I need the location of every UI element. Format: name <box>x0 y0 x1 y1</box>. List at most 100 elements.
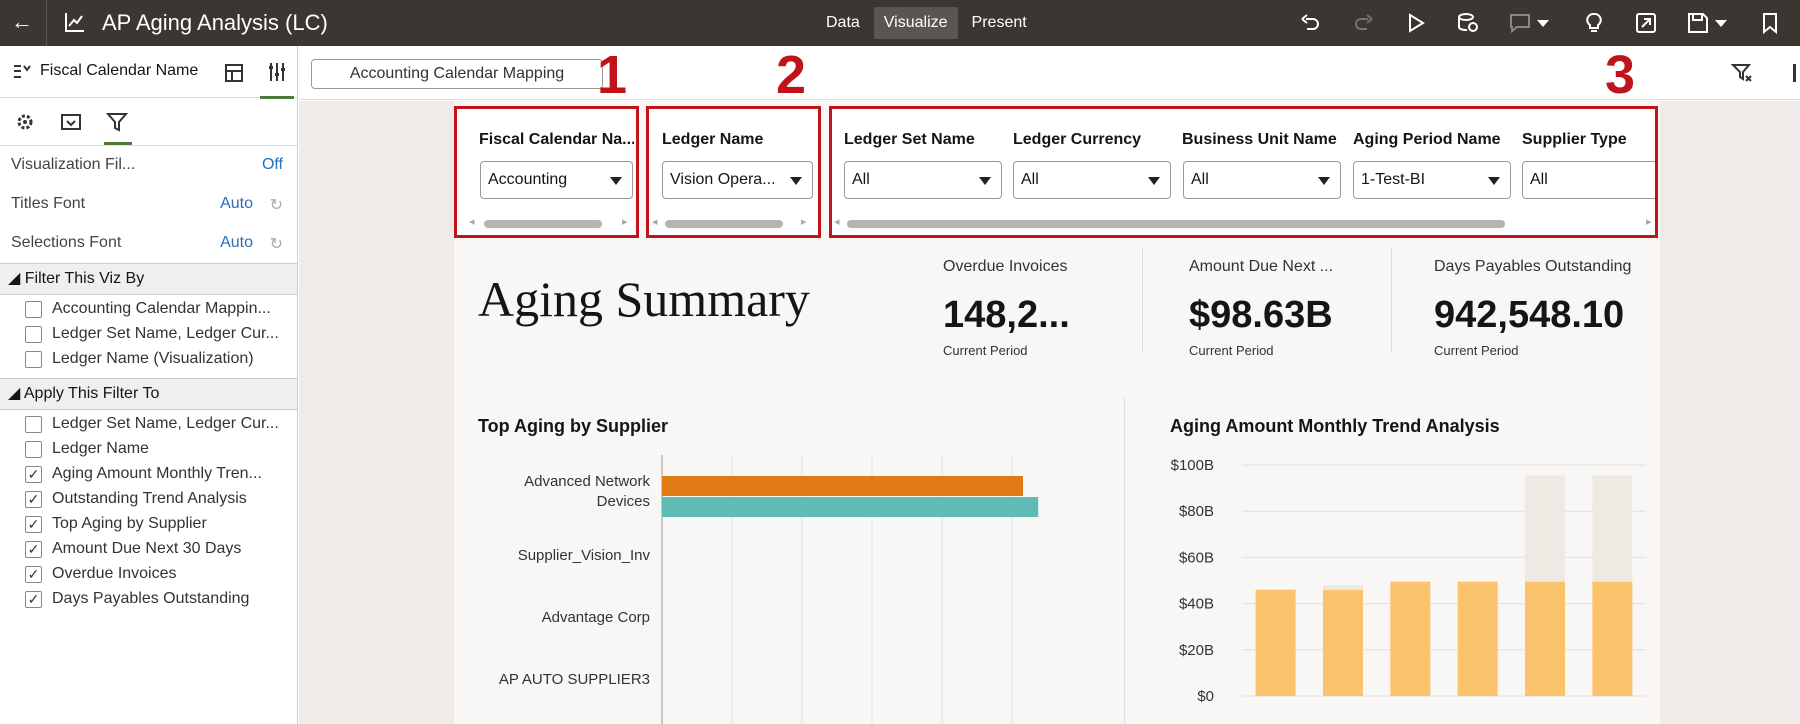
comment-icon[interactable] <box>1508 11 1532 35</box>
caret-down-icon <box>979 177 991 185</box>
filter-viz-item[interactable]: Ledger Name (Visualization) <box>0 347 297 372</box>
select-value: All <box>1530 171 1548 188</box>
category-label: Advanced Network <box>524 473 650 490</box>
select-value: Vision Opera... <box>670 171 776 188</box>
overflow-icon[interactable] <box>1793 64 1799 82</box>
apply-filter-item[interactable]: ✓ Top Aging by Supplier <box>0 512 297 537</box>
prop-value[interactable]: Off <box>261 156 283 173</box>
checkbox-checked[interactable]: ✓ <box>25 591 42 608</box>
filter-items-list: Accounting Calendar Mappin... Ledger Set … <box>0 297 297 372</box>
filter-viz-label: Ledger Set Name, Ledger Cur... <box>52 325 279 342</box>
category-label: AP AUTO SUPPLIER3 <box>499 671 650 688</box>
apply-filter-item[interactable]: ✓ Amount Due Next 30 Days <box>0 537 297 562</box>
scroll-left-icon[interactable]: ◂ <box>834 216 840 228</box>
ledger-name-select[interactable]: Vision Opera... <box>662 161 813 199</box>
collapse-triangle-icon: ◢ <box>8 385 24 402</box>
mode-visualize-tab[interactable]: Visualize <box>873 7 958 39</box>
prop-label: Selections Font <box>11 234 122 251</box>
apply-filter-item[interactable]: ✓ Aging Amount Monthly Tren... <box>0 462 297 487</box>
undo-icon[interactable] <box>1298 11 1322 35</box>
checkbox-unchecked[interactable] <box>25 416 42 433</box>
divider <box>1142 248 1143 352</box>
filter-this-viz-section[interactable]: ◢ Filter This Viz By <box>0 263 297 295</box>
supplier-type-select[interactable]: All <box>1522 161 1655 199</box>
scroll-right-icon[interactable]: ▸ <box>622 216 628 228</box>
filter-control-icon <box>14 65 31 78</box>
mode-data-tab[interactable]: Data <box>826 14 860 31</box>
apply-filter-item[interactable]: ✓ Days Payables Outstanding <box>0 587 297 612</box>
run-play-icon[interactable] <box>1404 11 1428 35</box>
refresh-data-icon[interactable] <box>1456 11 1480 35</box>
mode-present-tab[interactable]: Present <box>971 14 1027 31</box>
filter-card-ledger-name: Ledger Name Vision Opera... ◂ ▸ <box>646 106 821 238</box>
fiscal-calendar-select[interactable]: Accounting <box>480 161 633 199</box>
prop-selections-font[interactable]: Selections Font Auto ↻ <box>0 224 297 263</box>
ledger-set-name-select[interactable]: All <box>844 161 1002 199</box>
chart-title-monthly-trend: Aging Amount Monthly Trend Analysis <box>1170 416 1500 436</box>
annotation-3: 3 <box>1605 45 1636 105</box>
apply-filter-item[interactable]: ✓ Outstanding Trend Analysis <box>0 487 297 512</box>
kpi-label: Amount Due Next ... <box>1189 258 1334 275</box>
checkbox-checked[interactable]: ✓ <box>25 566 42 583</box>
top-bar: ← AP Aging Analysis (LC) Data Visualize … <box>0 0 1800 46</box>
bar <box>1592 475 1633 582</box>
ledger-currency-select[interactable]: All <box>1013 161 1171 199</box>
reset-icon[interactable]: ↻ <box>269 197 283 214</box>
filter-viz-item[interactable]: Accounting Calendar Mappin... <box>0 297 297 322</box>
workbook-title: AP Aging Analysis (LC) <box>102 10 328 35</box>
bookmark-icon[interactable] <box>1758 11 1782 35</box>
scroll-right-icon[interactable]: ▸ <box>801 216 807 228</box>
bar <box>662 497 1039 517</box>
horizontal-scrollbar[interactable] <box>665 220 783 228</box>
tray-icon[interactable] <box>60 112 82 132</box>
checkbox-checked[interactable]: ✓ <box>25 466 42 483</box>
back-arrow-icon[interactable]: ← <box>11 9 33 34</box>
divider <box>46 0 47 46</box>
properties-sliders-icon[interactable] <box>266 61 288 83</box>
apply-filter-section[interactable]: ◢ Apply This Filter To <box>0 378 297 410</box>
export-icon[interactable] <box>1634 11 1658 35</box>
apply-filter-item[interactable]: ✓ Overdue Invoices <box>0 562 297 587</box>
scroll-left-icon[interactable]: ◂ <box>469 216 475 228</box>
aging-period-select[interactable]: 1-Test-BI <box>1353 161 1511 199</box>
workbook-chart-icon <box>65 13 84 32</box>
checkbox-unchecked[interactable] <box>25 351 42 368</box>
y-tick-label: $80B <box>1179 503 1214 520</box>
checkbox-checked[interactable]: ✓ <box>25 491 42 508</box>
bar <box>1525 581 1565 696</box>
checkbox-unchecked[interactable] <box>25 301 42 318</box>
checkbox-unchecked[interactable] <box>25 326 42 343</box>
scroll-left-icon[interactable]: ◂ <box>652 216 658 228</box>
lightbulb-icon[interactable] <box>1582 11 1606 35</box>
scroll-right-icon[interactable]: ▸ <box>1646 216 1652 228</box>
chevron-down-icon[interactable] <box>1714 11 1728 35</box>
apply-filter-item[interactable]: Ledger Name <box>0 437 297 462</box>
chevron-down-icon[interactable] <box>1536 11 1550 35</box>
grammar-icon[interactable] <box>224 63 244 83</box>
checkbox-checked[interactable]: ✓ <box>25 541 42 558</box>
checkbox-checked[interactable]: ✓ <box>25 516 42 533</box>
section-title: Filter This Viz By <box>24 270 145 287</box>
select-value: Accounting <box>488 171 568 188</box>
redo-icon[interactable] <box>1352 11 1376 35</box>
checkbox-unchecked[interactable] <box>25 441 42 458</box>
bar <box>1390 581 1431 696</box>
prop-value[interactable]: Auto <box>220 195 253 212</box>
horizontal-scrollbar[interactable] <box>847 220 1505 228</box>
prop-label: Titles Font <box>11 195 86 212</box>
bar <box>1592 581 1633 696</box>
prop-value[interactable]: Auto <box>220 234 253 251</box>
prop-titles-font[interactable]: Titles Font Auto ↻ <box>0 185 297 224</box>
filter-pill[interactable]: Accounting Calendar Mapping <box>311 59 603 89</box>
prop-visualization-filter[interactable]: Visualization Fil... Off <box>0 146 297 185</box>
filter-funnel-icon[interactable] <box>106 111 128 133</box>
mode-switcher: Data Visualize Present <box>816 7 1041 39</box>
filter-clear-icon[interactable] <box>1731 62 1753 84</box>
reset-icon[interactable]: ↻ <box>269 236 283 253</box>
apply-filter-item[interactable]: Ledger Set Name, Ledger Cur... <box>0 412 297 437</box>
filter-viz-item[interactable]: Ledger Set Name, Ledger Cur... <box>0 322 297 347</box>
gear-icon[interactable] <box>15 112 35 132</box>
business-unit-select[interactable]: All <box>1183 161 1341 199</box>
save-icon[interactable] <box>1686 11 1710 35</box>
horizontal-scrollbar[interactable] <box>484 220 602 228</box>
